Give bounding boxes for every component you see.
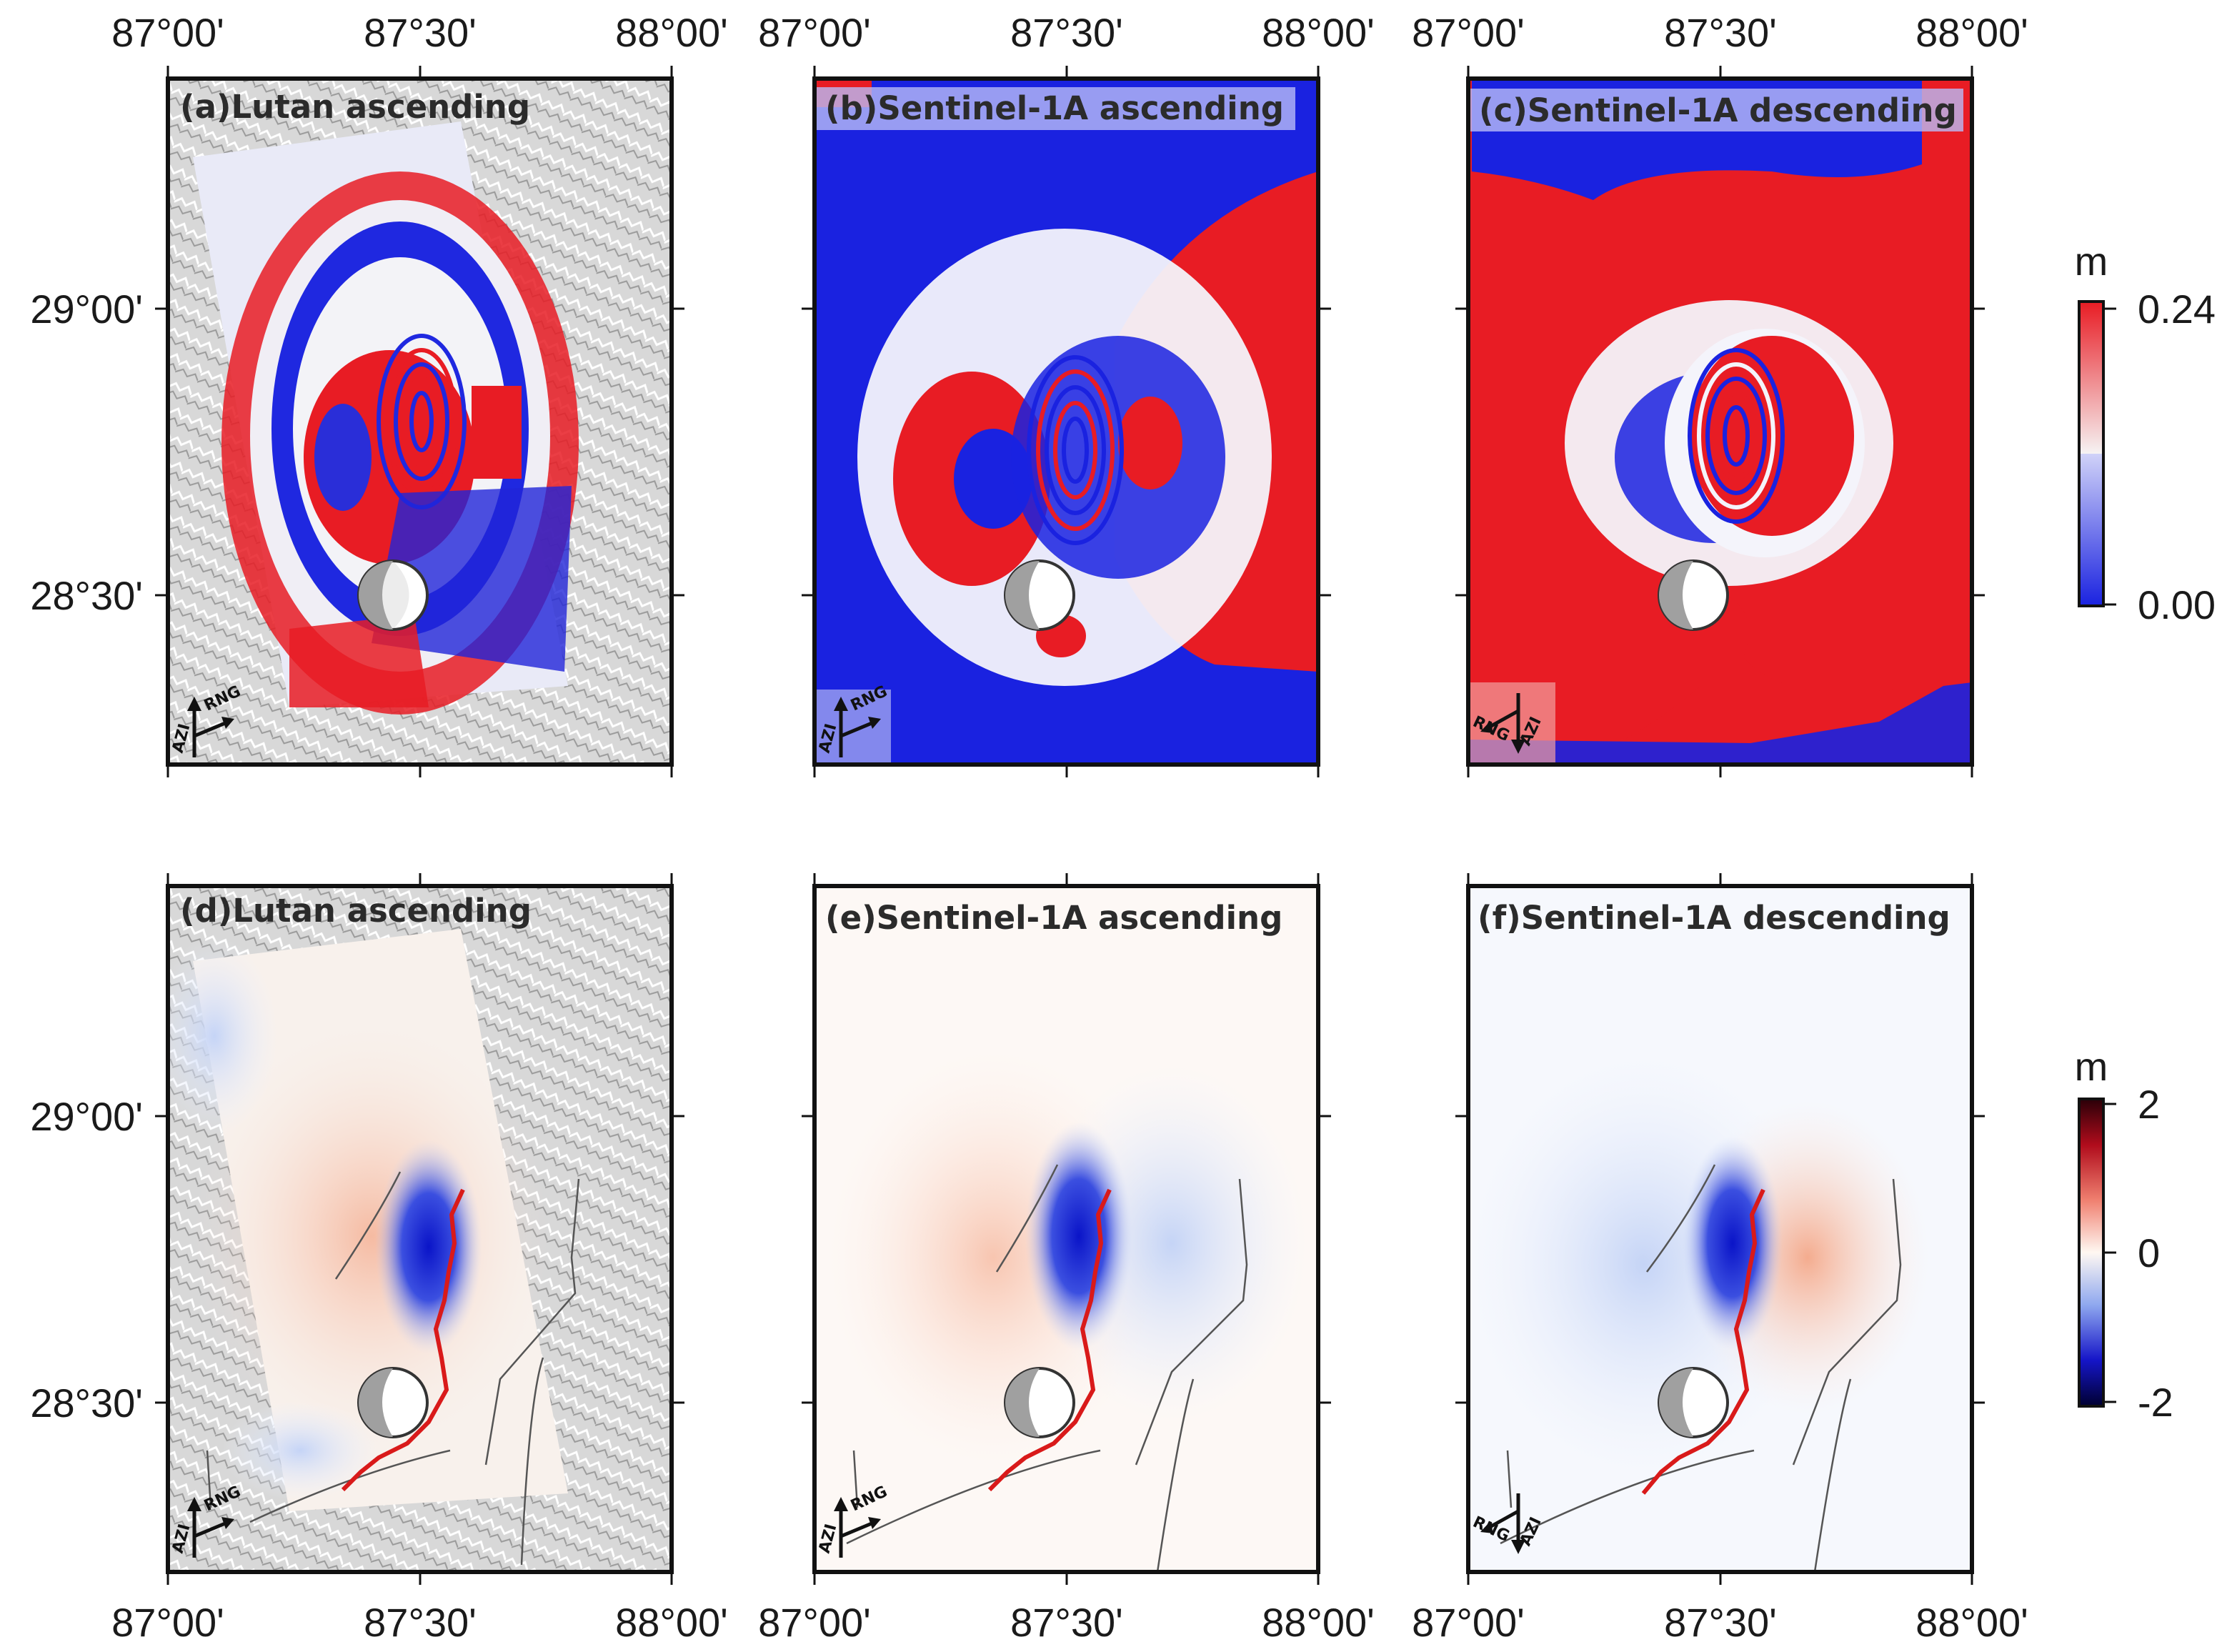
beachball — [1004, 1367, 1075, 1438]
fault-lines — [1500, 1164, 1902, 1573]
colorbar-bottom-min: -2 — [2138, 1380, 2173, 1425]
panel-c: RNG AZI (c)Sentinel-1A descending — [1466, 76, 1974, 767]
x-tick-label: 87°30' — [364, 10, 477, 55]
panel-b: RNG AZI (b)Sentinel-1A ascending — [812, 76, 1320, 767]
y-tick-label: 28°30' — [30, 1380, 143, 1425]
x-tick-label: 87°30' — [364, 1600, 477, 1645]
surface-rupture — [987, 1188, 1112, 1492]
look-direction-indicator: RNG AZI — [1470, 682, 1555, 763]
x-tick-labels-bottom: 87°00' 87°30' 88°00' 87°00' 87°30' 88°00… — [111, 1600, 2028, 1645]
x-tick-label: 87°30' — [1664, 1600, 1777, 1645]
x-tick-label: 87°00' — [111, 10, 224, 55]
x-tick-label: 88°00' — [1915, 1600, 2028, 1645]
panel-a: RNG AZI (a)Lutan ascending — [166, 76, 674, 767]
dense-fringes — [1688, 348, 1785, 524]
y-tick-label: 29°00' — [30, 1094, 143, 1139]
panel-b-title: (b)Sentinel-1A ascending — [825, 89, 1284, 127]
x-tick-label: 87°00' — [1412, 10, 1525, 55]
panel-d-title: (d)Lutan ascending — [180, 892, 532, 930]
colorbar-top-unit: m — [2075, 239, 2108, 284]
x-tick-label: 87°30' — [1010, 1600, 1123, 1645]
surface-rupture — [1641, 1188, 1765, 1495]
beachball — [357, 559, 429, 631]
x-tick-label: 88°00' — [615, 10, 728, 55]
x-tick-label: 88°00' — [1262, 1600, 1375, 1645]
x-tick-labels-top: 87°00' 87°30' 88°00' 87°00' 87°30' 88°00… — [111, 10, 2028, 55]
x-tick-label: 88°00' — [1262, 10, 1375, 55]
colorbar-top-max: 0.24 — [2138, 287, 2216, 332]
tick-marks — [155, 66, 1985, 1585]
y-tick-label: 29°00' — [30, 287, 143, 332]
beachball — [1004, 559, 1075, 631]
beachball — [357, 1367, 429, 1438]
x-tick-label: 87°00' — [111, 1600, 224, 1645]
colorbar-bottom: m 2 0 -2 — [2075, 1044, 2173, 1425]
y-tick-label: 28°30' — [30, 573, 143, 618]
beachball — [1658, 1367, 1729, 1438]
dense-fringes — [1027, 355, 1124, 545]
x-tick-label: 87°30' — [1664, 10, 1777, 55]
panel-f: RNG AZI (f)Sentinel-1A descending — [1466, 884, 1974, 1574]
colorbar-top-gradient — [2078, 300, 2105, 607]
colorbar-bottom-max: 2 — [2138, 1082, 2160, 1127]
x-tick-label: 87°00' — [1412, 1600, 1525, 1645]
x-tick-label: 87°00' — [758, 10, 871, 55]
panel-e-title: (e)Sentinel-1A ascending — [825, 899, 1282, 937]
fault-lines — [846, 1164, 1248, 1573]
panel-d: RNG AZI (d)Lutan ascending — [166, 884, 674, 1574]
look-direction-indicator: RNG AZI — [816, 682, 891, 763]
surface-rupture — [341, 1188, 465, 1492]
y-tick-labels: 29°00' 28°30' 29°00' 28°30' — [30, 287, 143, 1425]
x-tick-label: 87°30' — [1010, 10, 1123, 55]
panel-c-title: (c)Sentinel-1A descending — [1479, 91, 1957, 129]
colorbar-top-min: 0.00 — [2138, 582, 2216, 627]
colorbar-bottom-unit: m — [2075, 1044, 2108, 1089]
panel-e: RNG AZI (e)Sentinel-1A ascending — [812, 884, 1320, 1574]
x-tick-label: 88°00' — [1915, 10, 2028, 55]
colorbar-bottom-mid: 0 — [2138, 1230, 2160, 1275]
colorbar-bottom-gradient — [2078, 1098, 2105, 1408]
colorbar-top: m 0.24 0.00 — [2075, 239, 2216, 627]
x-tick-label: 87°00' — [758, 1600, 871, 1645]
x-tick-label: 88°00' — [615, 1600, 728, 1645]
panel-f-title: (f)Sentinel-1A descending — [1478, 899, 1950, 937]
beachball — [1658, 559, 1729, 631]
panel-a-title: (a)Lutan ascending — [180, 88, 530, 126]
